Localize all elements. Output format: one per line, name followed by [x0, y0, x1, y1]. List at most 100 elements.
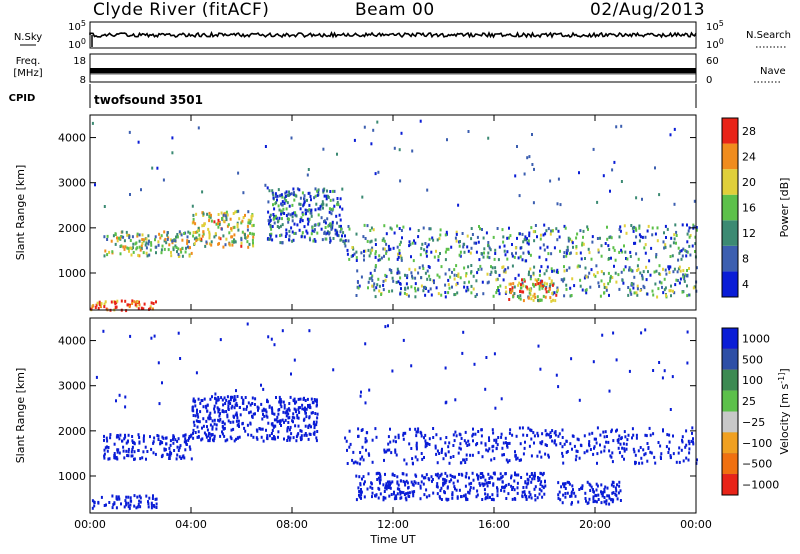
echo-cell — [628, 369, 631, 373]
echo-cell — [356, 461, 359, 465]
echo-cell — [542, 285, 544, 288]
echo-cell — [320, 227, 323, 231]
echo-cell — [192, 420, 195, 424]
echo-cell — [670, 294, 672, 298]
echo-cell — [579, 278, 582, 282]
echo-cell — [339, 197, 342, 201]
echo-cell — [131, 445, 134, 449]
echo-cell — [343, 241, 346, 245]
echo-cell — [523, 172, 526, 176]
echo-cell — [682, 459, 685, 463]
echo-cell — [144, 445, 147, 449]
echo-cell — [100, 302, 103, 306]
echo-cell — [519, 289, 522, 293]
echo-cell — [605, 499, 608, 503]
echo-cell — [292, 192, 295, 196]
echo-cell — [444, 366, 447, 370]
echo-cell — [215, 399, 218, 403]
echo-cell — [454, 236, 457, 240]
echo-cell — [293, 416, 296, 420]
echo-cell — [177, 247, 180, 251]
echo-cell — [548, 285, 551, 288]
echo-cell — [667, 265, 670, 269]
echo-cell — [202, 230, 205, 234]
echo-cell — [463, 266, 466, 270]
echo-cell — [211, 419, 214, 423]
echo-cell — [546, 245, 549, 249]
echo-cell — [561, 454, 564, 458]
echo-cell — [514, 246, 517, 250]
echo-cell — [160, 251, 163, 255]
echo-cell — [539, 246, 542, 250]
echo-cell — [334, 232, 337, 236]
echo-cell — [547, 290, 550, 293]
echo-cell — [201, 224, 204, 228]
echo-cell — [127, 454, 130, 458]
echo-cell — [95, 303, 98, 307]
echo-cell — [358, 490, 361, 493]
echo-cell — [317, 188, 320, 192]
echo-cell — [410, 480, 413, 484]
echo-cell — [517, 273, 520, 277]
echo-cell — [145, 237, 148, 241]
echo-cell — [208, 216, 211, 220]
echo-cell — [104, 249, 107, 253]
echo-cell — [302, 203, 305, 207]
echo-cell — [316, 416, 319, 420]
echo-cell — [170, 254, 173, 258]
echo-cell — [278, 226, 281, 230]
echo-cell — [117, 448, 120, 452]
echo-cell — [128, 506, 131, 510]
echo-cell — [107, 446, 110, 449]
echo-cell — [183, 434, 186, 438]
echo-cell — [142, 251, 145, 255]
echo-cell — [129, 193, 131, 196]
echo-cell — [315, 439, 318, 443]
echo-cell — [303, 201, 306, 205]
echo-cell — [475, 250, 478, 254]
echo-cell — [267, 200, 270, 204]
echo-cell — [192, 217, 195, 221]
echo-cell — [375, 472, 378, 476]
nave-trace — [90, 73, 696, 75]
echo-cell — [561, 501, 564, 505]
echo-cell — [362, 235, 365, 239]
echo-cell — [439, 252, 441, 255]
echo-cell — [133, 300, 136, 304]
echo-cell — [285, 190, 288, 194]
echo-cell — [205, 240, 208, 244]
echo-cell — [680, 448, 683, 452]
echo-cell — [579, 229, 582, 233]
echo-cell — [272, 213, 275, 216]
echo-cell — [655, 253, 658, 256]
echo-cell — [467, 490, 470, 494]
echo-cell — [275, 201, 278, 205]
echo-cell — [261, 417, 264, 421]
echo-cell — [346, 462, 349, 465]
echo-cell — [570, 492, 573, 496]
echo-cell — [466, 285, 469, 289]
echo-cell — [534, 494, 537, 498]
echo-cell — [240, 241, 243, 245]
echo-cell — [214, 392, 217, 396]
echo-cell — [429, 227, 432, 231]
echo-cell — [143, 434, 145, 438]
echo-cell — [193, 242, 196, 246]
echo-cell — [561, 436, 564, 439]
echo-cell — [428, 437, 431, 441]
echo-cell — [151, 166, 154, 170]
echo-cell — [658, 264, 661, 268]
echo-cell — [307, 405, 310, 409]
echo-cell — [394, 450, 397, 454]
echo-cell — [460, 495, 462, 499]
echo-cell — [586, 275, 589, 279]
echo-cell — [541, 440, 544, 444]
echo-cell — [408, 427, 411, 431]
echo-cell — [534, 283, 537, 287]
echo-cell — [277, 435, 279, 439]
echo-cell — [632, 282, 635, 286]
echo-cell — [508, 282, 511, 286]
echo-cell — [612, 246, 615, 250]
echo-cell — [241, 219, 244, 223]
echo-cell — [191, 405, 194, 409]
